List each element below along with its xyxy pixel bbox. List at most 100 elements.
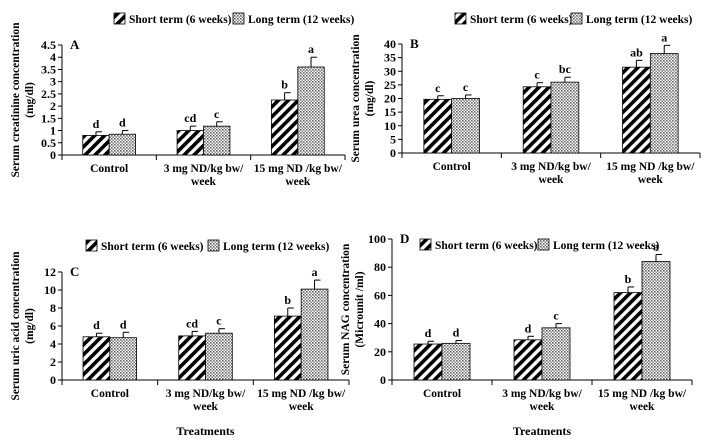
bar-long-0 [451,98,480,154]
x-tick-label: week [530,401,556,413]
significance-letter: cd [184,111,196,125]
y-axis-label: Serum NAG concentration [340,243,352,375]
y-axis-label: Serum creatinine concentration [10,22,22,178]
legend-label-long: Long term (12 weeks) [586,14,693,26]
significance-letter: c [435,81,441,95]
x-tick-label: week [289,401,315,413]
significance-letter: b [625,272,632,286]
x-tick-label: week [191,176,217,188]
legend-swatch-long [207,239,220,252]
y-tick-label: 100 [368,232,386,246]
y-axis-label: Serum urea concentration [350,34,362,163]
y-tick-label: 1.5 [41,111,56,125]
y-tick-label: 8 [50,301,56,315]
significance-letter: c [216,314,222,328]
y-tick-label: 10 [44,283,56,297]
significance-letter: c [214,107,220,121]
chart-panel-c: 0 2 4 6 8 10 12 d d Control cd c 3 mg ND/kg bw/week b… [10,251,350,438]
x-tick-label: Control [433,161,471,173]
significance-letter: b [281,78,288,92]
significance-letter: bc [559,62,572,76]
x-tick-label: 3 mg ND/kg bw/ [511,161,591,173]
legend-label-short: Short term (6 weeks) [129,14,232,26]
y-tick-label: 2 [50,355,56,369]
y-axis-label: (mg/dl) [24,308,36,344]
y-tick-label: 0 [50,148,56,162]
y-tick-label: 0 [380,373,386,387]
bar-short-0 [82,336,111,381]
legend-panel-d: Short term (6 weeks) Long term (12 weeks… [419,238,660,252]
significance-letter: cd [186,316,198,330]
significance-letter: d [93,117,100,131]
bar-short-2 [622,66,651,154]
bar-long-0 [109,337,138,381]
x-tick-label: Control [423,388,461,400]
x-tick-label: week [193,401,219,413]
significance-letter: a [308,42,314,56]
bar-long-0 [441,342,471,381]
bar-short-2 [273,315,302,381]
significance-letter: c [553,309,559,323]
legend-label-short: Short term (6 weeks) [101,241,204,253]
y-tick-label: 2 [50,99,56,113]
bar-short-1 [522,86,552,154]
legend-label-long: Long term (12 weeks) [248,14,355,26]
panel-label: A [70,37,80,52]
y-tick-label: 0 [390,146,396,160]
legend-swatch-long [537,238,550,251]
y-axis-label: (mg/dl) [24,82,36,118]
x-tick-label: 3 mg ND/kg bw/ [502,388,582,400]
y-tick-label: 40 [384,37,396,51]
legend-label-short: Short term (6 weeks) [435,240,538,252]
y-tick-label: 15 [384,105,396,119]
legend-swatch-long [570,12,583,25]
significance-letter: d [120,317,127,331]
bar-long-2 [649,53,679,154]
legend-label-long: Long term (12 weeks) [553,240,660,252]
x-tick-label: Control [90,163,128,175]
y-tick-label: 2.5 [41,87,56,101]
chart-panel-d: 0 20 40 60 80 100 d d Control d c 3 mg ND/kg bw/wee… [340,231,693,438]
y-tick-label: 35 [384,51,396,65]
y-tick-label: 20 [384,92,396,106]
y-tick-label: 5 [390,132,396,146]
y-tick-label: 0.5 [41,136,56,150]
x-axis-label: Treatments [513,424,572,438]
bar-long-1 [203,125,231,156]
y-tick-label: 4.5 [41,38,56,52]
legend-swatch-long [232,12,245,25]
bar-long-2 [300,288,329,381]
legend-swatch-short [454,12,467,25]
bar-short-1 [513,339,543,381]
y-tick-label: 40 [374,317,386,331]
legend-swatch-short [419,238,432,251]
y-tick-label: 6 [50,319,56,333]
x-tick-label: week [630,401,656,413]
x-tick-label: 3 mg ND/kg bw/ [166,388,246,400]
x-tick-label: 15 mg ND /kg bw/ [606,161,695,173]
significance-letter: c [534,68,540,82]
y-tick-label: 10 [384,119,396,133]
legend-panel-c: Short term (6 weeks) Long term (12 weeks… [85,239,330,253]
bar-short-2 [271,99,299,156]
y-tick-label: 1 [50,124,56,138]
y-tick-label: 20 [374,345,386,359]
x-tick-label: week [539,174,565,186]
panel-label: D [400,231,409,246]
x-tick-label: 15 mg ND /kg bw/ [254,163,343,175]
y-axis-label: (mg/dl) [364,80,376,116]
y-axis-label: (Microunit /ml) [354,271,366,347]
y-tick-label: 30 [384,64,396,78]
significance-letter: ab [630,45,643,59]
significance-letter: b [284,293,291,307]
x-tick-label: 3 mg ND/kg bw/ [164,163,244,175]
significance-letter: a [653,240,659,254]
bar-long-0 [108,133,136,156]
legend-panel-b: Short term (6 weeks) Long term (12 weeks… [454,12,693,26]
significance-letter: a [312,265,318,279]
bar-short-1 [178,335,206,381]
y-axis-label: Serum uric acid concentration [10,251,22,401]
